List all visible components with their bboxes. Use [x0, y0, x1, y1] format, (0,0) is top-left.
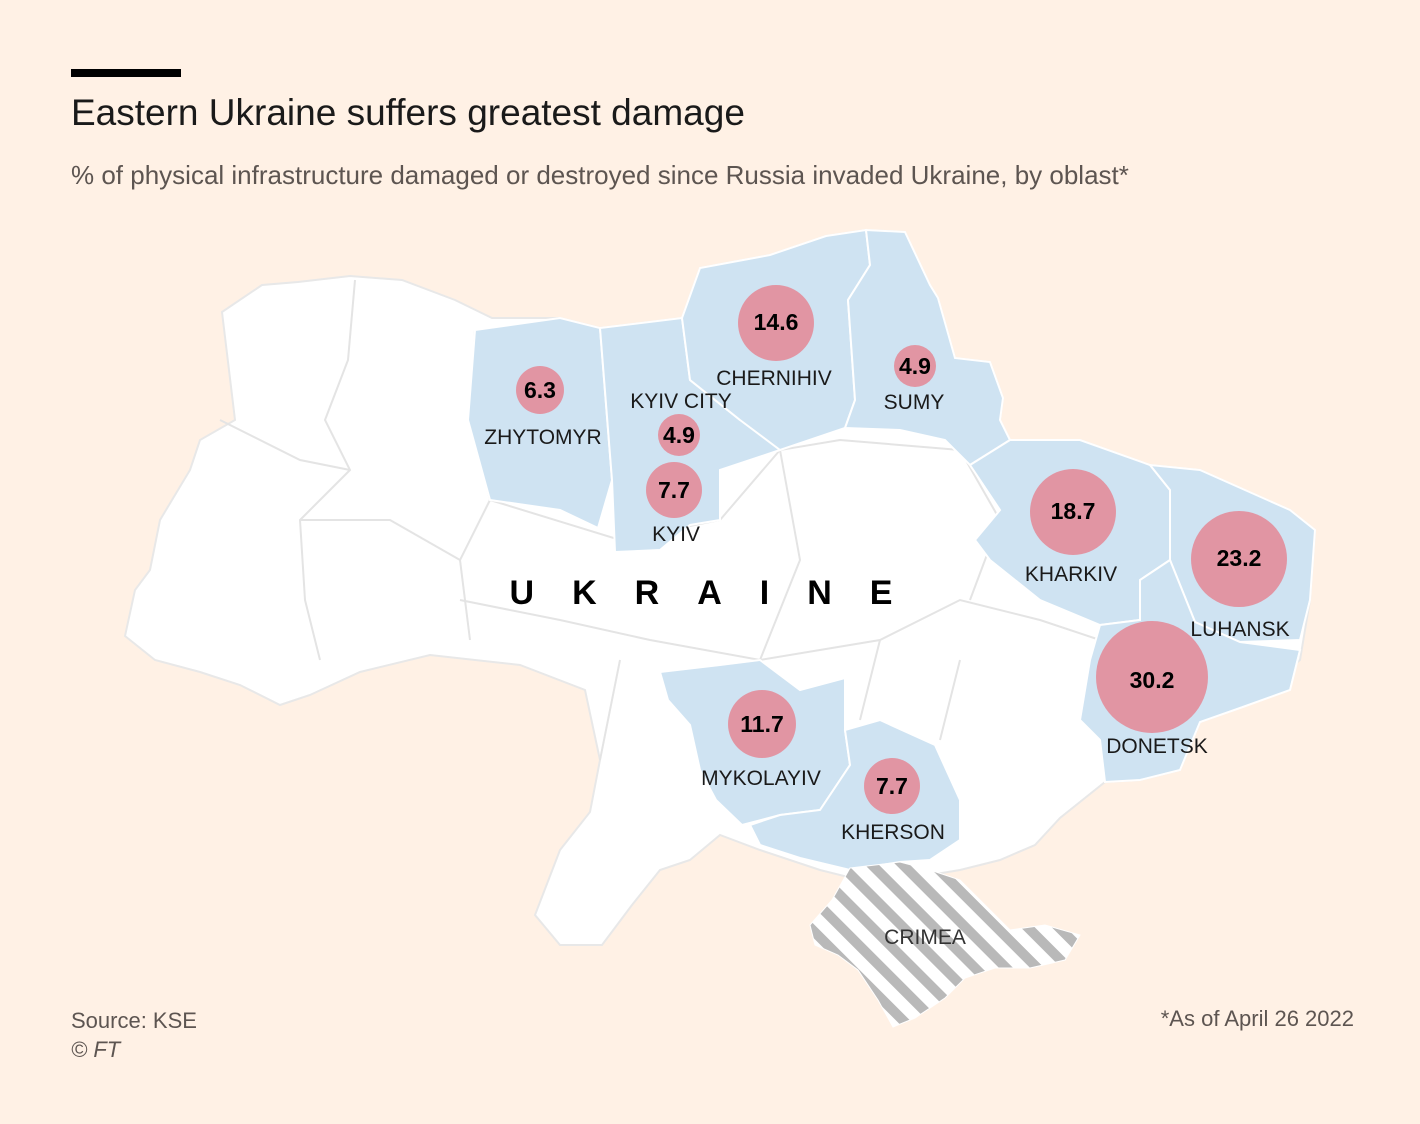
bubble-circle-sumy	[894, 345, 936, 387]
bubble-circle-donetsk	[1096, 621, 1208, 733]
bubble-value-sumy: 4.9	[899, 353, 931, 379]
bubble-donetsk: 30.2 DONETSK	[1096, 621, 1208, 758]
bubble-value-kyiv-city: 4.9	[663, 422, 695, 448]
source-text: Source: KSE	[71, 1008, 197, 1033]
bubble-sumy: 4.9 SUMY	[884, 345, 945, 414]
region-label-luhansk: LUHANSK	[1190, 618, 1289, 641]
region-label-kherson: KHERSON	[841, 821, 945, 844]
bubble-value-mykolayiv: 11.7	[740, 711, 784, 737]
bubble-circle-kyiv	[646, 462, 702, 518]
region-label-mykolayiv: MYKOLAYIV	[701, 767, 821, 790]
region-label-sumy: SUMY	[884, 391, 945, 414]
source-block: Source: KSE © FT	[71, 1006, 197, 1064]
bubble-value-kharkiv: 18.7	[1051, 498, 1096, 524]
bubble-circle-mykolayiv	[728, 690, 796, 758]
bubble-kyiv: 7.7 KYIV	[646, 462, 702, 546]
bubble-luhansk: 23.2 LUHANSK	[1190, 511, 1290, 641]
oblast-zhytomyr	[466, 316, 614, 530]
bubble-value-donetsk: 30.2	[1130, 667, 1175, 693]
region-label-kyiv-city: KYIV CITY	[630, 390, 732, 413]
bubble-kyiv-city: 4.9 KYIV CITY	[630, 390, 732, 456]
date-note: *As of April 26 2022	[1160, 1006, 1354, 1031]
region-label-kyiv: KYIV	[652, 523, 700, 546]
bubble-value-luhansk: 23.2	[1217, 545, 1262, 571]
bubble-circle-zhytomyr	[516, 366, 564, 414]
bubble-circle-luhansk	[1191, 511, 1287, 607]
ft-credit: © FT	[71, 1037, 121, 1062]
top-rule	[71, 69, 181, 77]
bubble-value-kyiv: 7.7	[658, 477, 690, 503]
chart-subtitle: % of physical infrastructure damaged or …	[71, 160, 1129, 190]
bubble-circle-chernihiv	[738, 285, 814, 361]
region-label-zhytomyr: ZHYTOMYR	[484, 426, 601, 449]
oblast-sumy	[843, 228, 1012, 467]
chart-title: Eastern Ukraine suffers greatest damage	[71, 92, 745, 133]
bubble-value-kherson: 7.7	[876, 773, 908, 799]
bubble-value-chernihiv: 14.6	[754, 309, 799, 335]
bubble-circle-kharkiv	[1030, 469, 1116, 555]
region-label-kharkiv: KHARKIV	[1025, 563, 1117, 586]
crimea-region	[809, 861, 1081, 1028]
region-label-donetsk: DONETSK	[1106, 735, 1208, 758]
bubble-zhytomyr: 6.3 ZHYTOMYR	[484, 366, 602, 449]
oblast-borders	[219, 279, 1101, 761]
bubbles-layer: 6.3 ZHYTOMYR 4.9 KYIV CITY 7.7 KYIV 14.6…	[484, 285, 1290, 844]
crimea-label: CRIMEA	[884, 926, 966, 949]
bubble-circle-kyiv-city	[658, 414, 700, 456]
country-label: UKRAINE	[510, 574, 931, 612]
bubble-value-zhytomyr: 6.3	[524, 377, 556, 403]
bubble-kharkiv: 18.7 KHARKIV	[1025, 469, 1117, 586]
region-label-chernihiv: CHERNIHIV	[716, 367, 832, 390]
bubble-kherson: 7.7 KHERSON	[841, 758, 945, 844]
bubble-circle-kherson	[864, 758, 920, 814]
bubble-mykolayiv: 11.7 MYKOLAYIV	[701, 690, 821, 790]
bubble-chernihiv: 14.6 CHERNIHIV	[716, 285, 832, 390]
